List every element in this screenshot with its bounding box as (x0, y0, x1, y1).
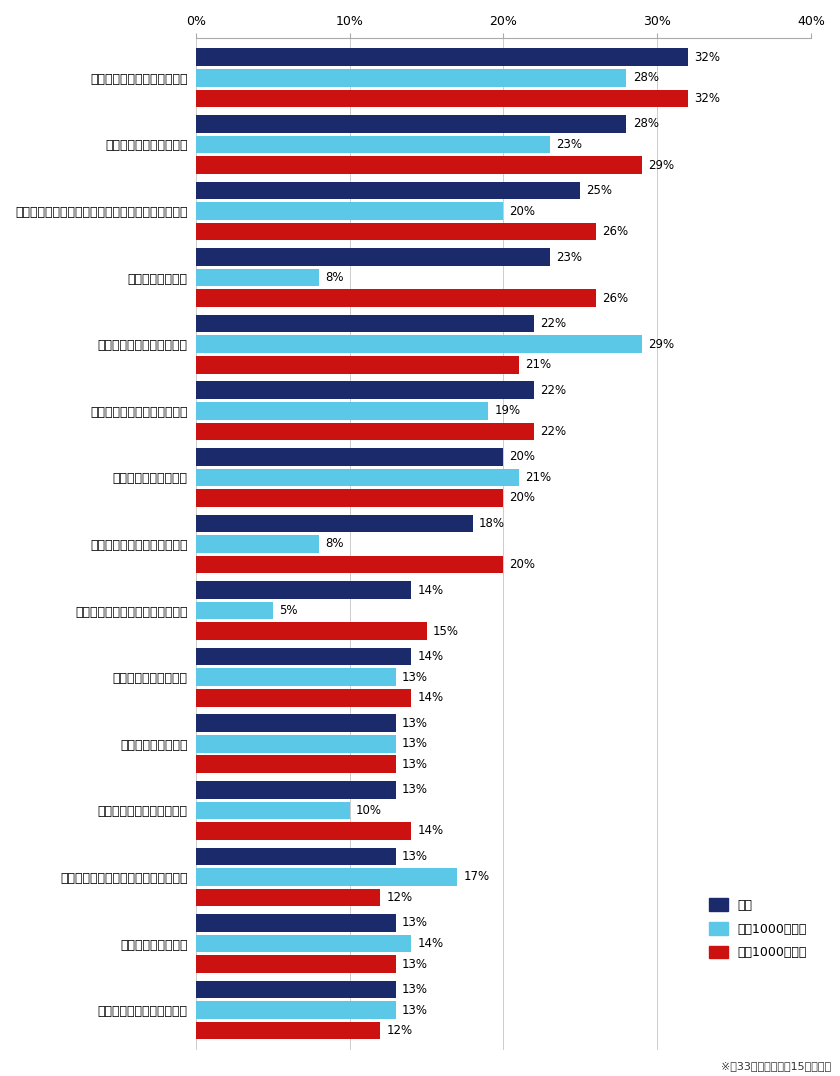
Bar (196, 402, 488, 420)
Text: 21%: 21% (525, 358, 551, 371)
Bar (196, 915, 396, 932)
Bar (196, 1022, 381, 1039)
Text: 13%: 13% (402, 717, 428, 730)
Bar (196, 182, 580, 199)
Bar (196, 115, 627, 132)
Bar (196, 514, 473, 533)
Text: 13%: 13% (402, 850, 428, 863)
Text: 10%: 10% (356, 804, 382, 817)
Text: 20%: 20% (510, 204, 536, 217)
Text: 17%: 17% (464, 870, 490, 883)
Bar (196, 868, 457, 886)
Text: 28%: 28% (633, 71, 659, 84)
Bar (196, 535, 319, 553)
Text: 26%: 26% (602, 225, 628, 238)
Text: 14%: 14% (417, 583, 444, 596)
Bar (196, 468, 519, 486)
Text: 14%: 14% (417, 650, 444, 663)
Bar (196, 601, 273, 620)
Bar (196, 955, 396, 973)
Bar (196, 289, 596, 307)
Bar (196, 848, 396, 865)
Bar (196, 89, 688, 108)
Text: 13%: 13% (402, 958, 428, 971)
Text: 14%: 14% (417, 937, 444, 950)
Text: 5%: 5% (279, 604, 297, 617)
Text: 29%: 29% (648, 338, 675, 351)
Bar (196, 136, 549, 153)
Bar (196, 336, 642, 353)
Bar (196, 822, 411, 839)
Bar (196, 735, 396, 752)
Text: 26%: 26% (602, 292, 628, 305)
Text: 22%: 22% (540, 317, 566, 330)
Text: 22%: 22% (540, 384, 566, 397)
Bar (196, 423, 534, 440)
Bar (196, 202, 503, 220)
Text: 19%: 19% (494, 405, 520, 417)
Bar (196, 223, 596, 240)
Text: 18%: 18% (479, 516, 505, 529)
Text: 21%: 21% (525, 471, 551, 484)
Bar (196, 1002, 396, 1019)
Text: 13%: 13% (402, 1004, 428, 1017)
Bar (196, 714, 396, 732)
Text: 23%: 23% (556, 251, 582, 264)
Bar (196, 69, 627, 87)
Bar (196, 48, 688, 66)
Bar (196, 622, 427, 640)
Text: 25%: 25% (586, 184, 612, 197)
Text: ※全33項目中、上伕15項目のみ: ※全33項目中、上伕15項目のみ (722, 1061, 832, 1071)
Text: 13%: 13% (402, 783, 428, 796)
Text: 8%: 8% (325, 538, 344, 551)
Text: 15%: 15% (433, 625, 459, 638)
Text: 20%: 20% (510, 558, 536, 571)
Bar (196, 448, 503, 466)
Text: 32%: 32% (694, 91, 720, 105)
Bar (196, 555, 503, 574)
Text: 13%: 13% (402, 983, 428, 996)
Bar (196, 781, 396, 798)
Bar (196, 689, 411, 707)
Text: 13%: 13% (402, 737, 428, 750)
Text: 20%: 20% (510, 451, 536, 464)
Bar (196, 315, 534, 332)
Text: 23%: 23% (556, 138, 582, 151)
Text: 12%: 12% (386, 891, 412, 904)
Bar (196, 249, 549, 266)
Text: 28%: 28% (633, 117, 659, 130)
Text: 29%: 29% (648, 158, 675, 171)
Text: 13%: 13% (402, 670, 428, 683)
Bar (196, 381, 534, 399)
Text: 13%: 13% (402, 917, 428, 930)
Text: 12%: 12% (386, 1024, 412, 1037)
Bar (196, 668, 396, 686)
Bar (196, 980, 396, 999)
Bar (196, 269, 319, 286)
Text: 32%: 32% (694, 51, 720, 63)
Bar (196, 755, 396, 774)
Bar (196, 648, 411, 665)
Bar (196, 581, 411, 599)
Bar (196, 490, 503, 507)
Text: 22%: 22% (540, 425, 566, 438)
Text: 14%: 14% (417, 691, 444, 704)
Bar (196, 356, 519, 373)
Bar (196, 935, 411, 952)
Text: 20%: 20% (510, 492, 536, 505)
Bar (196, 156, 642, 174)
Bar (196, 802, 349, 819)
Text: 13%: 13% (402, 758, 428, 770)
Bar (196, 889, 381, 906)
Text: 8%: 8% (325, 271, 344, 284)
Text: 14%: 14% (417, 824, 444, 837)
Legend: 全体, 年卓1000万以上, 年卓1000万未満: 全体, 年卓1000万以上, 年卓1000万未満 (706, 894, 811, 963)
